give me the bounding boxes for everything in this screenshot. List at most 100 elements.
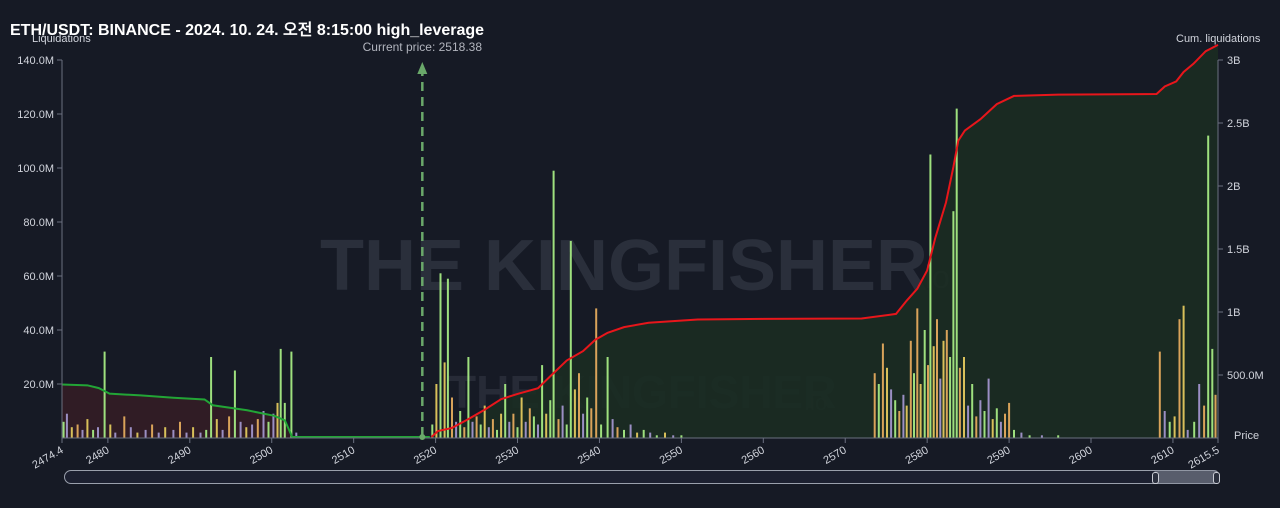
right-tick-label-0: 3B (1227, 55, 1240, 67)
liquidation-bar-146 (1203, 405, 1206, 438)
liquidation-bar-30 (245, 427, 248, 438)
left-tick-label-3: 80.0M (23, 217, 54, 229)
liquidation-bar-53 (479, 424, 482, 438)
liquidation-bar-23 (205, 429, 208, 438)
liquidation-bar-148 (1211, 348, 1214, 438)
liquidation-bar-92 (664, 432, 666, 438)
x-tick-label-9: 2560 (740, 444, 767, 467)
liquidation-bar-12 (129, 427, 132, 438)
liquidation-bar-5 (86, 419, 89, 438)
x-tick-label-3: 2500 (248, 444, 275, 467)
liquidation-bar-145 (1198, 384, 1201, 438)
liquidation-bar-31 (251, 424, 254, 438)
liquidation-bar-56 (491, 419, 494, 438)
liquidation-bar-39 (290, 351, 293, 438)
liquidation-bar-144 (1193, 421, 1196, 438)
liquidation-bar-87 (629, 424, 632, 438)
liquidation-bar-122 (971, 384, 974, 438)
liquidation-bar-79 (586, 397, 589, 438)
liquidation-bar-96 (877, 384, 880, 438)
current-price-label: Current price: 2518.38 (363, 40, 483, 54)
range-scrollbar-thumb[interactable] (1154, 470, 1218, 484)
liquidation-bar-4 (81, 429, 84, 438)
liquidation-bar-129 (999, 421, 1002, 438)
range-handle-right[interactable] (1213, 472, 1220, 484)
liquidation-bar-15 (151, 424, 154, 438)
left-tick-label-4: 60.0M (23, 271, 54, 283)
liquidation-bar-7 (97, 427, 99, 438)
liquidation-bar-45 (446, 278, 449, 438)
liquidation-bar-13 (136, 432, 139, 438)
left-tick-label-0: 140.0M (17, 55, 54, 67)
liquidation-bar-108 (923, 330, 926, 438)
liquidation-bar-27 (228, 416, 231, 438)
liquidation-bar-16 (157, 432, 160, 438)
liquidation-bar-54 (483, 405, 486, 438)
liquidation-bar-93 (672, 435, 675, 438)
liquidation-bar-83 (606, 357, 609, 438)
right-tick-label-2: 2B (1227, 181, 1240, 193)
liquidation-bar-116 (949, 357, 952, 438)
x-tick-label-7: 2540 (576, 444, 603, 467)
liquidation-bar-105 (913, 373, 915, 438)
liquidation-bar-55 (487, 427, 490, 438)
liquidation-bar-101 (898, 411, 901, 438)
liquidation-bar-100 (894, 400, 897, 438)
liquidation-bar-138 (1163, 411, 1166, 438)
liquidation-bar-72 (557, 419, 560, 438)
liquidation-bar-141 (1178, 319, 1181, 438)
liquidation-bar-123 (975, 416, 978, 438)
right-tick-label-4: 1B (1227, 307, 1240, 319)
liquidation-bar-69 (545, 413, 548, 438)
liquidation-bar-11 (123, 416, 126, 438)
liquidation-bar-71 (552, 170, 555, 438)
liquidation-bar-33 (262, 411, 265, 438)
liquidation-bar-75 (569, 240, 572, 438)
liquidation-bar-26 (221, 429, 224, 438)
liquidation-bar-88 (636, 432, 639, 438)
current-price-arrow (417, 62, 428, 74)
liquidation-bar-143 (1186, 429, 1189, 438)
liquidation-bar-113 (939, 378, 942, 438)
left-tick-label-6: 20.0M (23, 379, 54, 391)
liquidation-bar-29 (239, 421, 242, 438)
liquidation-bar-34 (267, 421, 270, 438)
x-tick-label-6: 2530 (494, 444, 521, 467)
liquidation-bar-82 (600, 424, 603, 438)
liquidation-bar-136 (1057, 435, 1060, 438)
liquidation-bar-89 (642, 429, 645, 438)
liquidation-bar-21 (192, 427, 195, 438)
liquidation-bar-36 (276, 402, 279, 438)
liquidation-bar-64 (524, 421, 527, 438)
x-tick-label-8: 2550 (658, 444, 685, 467)
liquidation-bar-117 (952, 211, 955, 438)
liquidation-bar-107 (919, 384, 922, 438)
current-price-dot (419, 434, 426, 440)
left-tick-label-2: 100.0M (17, 163, 54, 175)
liquidation-bar-149 (1214, 394, 1217, 438)
liquidation-bar-50 (467, 357, 470, 438)
liquidation-bar-133 (1020, 432, 1023, 438)
liquidation-bar-142 (1182, 305, 1185, 438)
liquidation-bar-134 (1028, 435, 1031, 438)
left-tick-label-1: 120.0M (17, 109, 54, 121)
liquidation-bar-35 (272, 413, 275, 438)
liquidation-bar-110 (929, 154, 932, 438)
liquidation-bar-3 (76, 424, 79, 438)
x-tick-label-14: 2610 (1149, 444, 1176, 467)
cum-long-area (62, 384, 430, 438)
range-scrollbar[interactable] (64, 470, 1220, 484)
liquidation-bar-37 (279, 348, 282, 438)
liquidation-bar-0 (62, 421, 65, 438)
price-axis-label: Price (1234, 430, 1260, 442)
left-axis-title: Liquidations (32, 33, 91, 45)
cum-short-area (431, 44, 1218, 438)
liquidation-bar-118 (955, 108, 958, 438)
liquidation-bar-128 (995, 408, 998, 438)
liquidation-bar-111 (932, 346, 935, 438)
liquidation-bar-2 (70, 427, 73, 438)
range-handle-left[interactable] (1152, 472, 1159, 484)
liquidation-bar-25 (215, 419, 218, 438)
liquidation-bar-90 (649, 432, 652, 438)
